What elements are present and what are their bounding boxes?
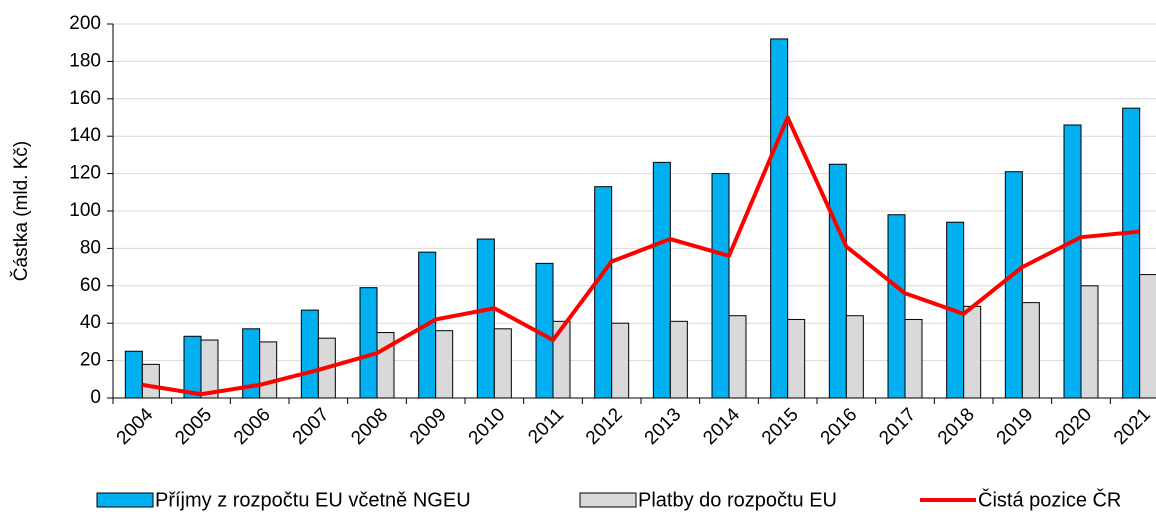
bar xyxy=(435,330,454,399)
bar xyxy=(711,173,730,399)
bar xyxy=(652,161,671,399)
x-tick-label: 2004 xyxy=(113,404,158,449)
legend-swatch xyxy=(96,492,154,508)
legend-label: Čistá pozice ČR xyxy=(978,488,1121,511)
x-tick-label: 2012 xyxy=(582,404,627,449)
bar xyxy=(124,350,143,399)
legend-label: Příjmy z rozpočtu EU včetně NGEU xyxy=(155,489,471,511)
y-tick-label: 0 xyxy=(90,387,101,408)
bar xyxy=(376,332,395,399)
y-axis-label: Částka (mld. Kč) xyxy=(10,141,32,281)
bar xyxy=(200,339,219,399)
x-tick-label: 2007 xyxy=(289,404,334,449)
y-tick-label: 20 xyxy=(80,350,101,371)
bar xyxy=(300,309,319,399)
x-tick-label: 2009 xyxy=(406,404,451,449)
x-tick-label: 2018 xyxy=(934,404,979,449)
bar xyxy=(1139,274,1156,399)
y-tick-label: 180 xyxy=(69,50,101,71)
bar xyxy=(1122,107,1141,399)
bar xyxy=(1080,285,1099,399)
y-tick-label: 80 xyxy=(80,237,101,258)
line xyxy=(142,115,1140,397)
x-tick-label: 2010 xyxy=(465,404,510,449)
bar xyxy=(476,238,495,399)
y-tick-label: 200 xyxy=(69,13,101,34)
bar xyxy=(359,287,378,399)
x-tick-label: 2017 xyxy=(875,404,920,449)
y-tick-label: 60 xyxy=(80,275,101,296)
bar xyxy=(887,214,906,399)
x-tick-label: 2014 xyxy=(699,404,744,449)
x-tick-label: 2008 xyxy=(347,404,392,449)
bar xyxy=(845,315,864,399)
bar xyxy=(828,163,847,399)
y-tick-label: 140 xyxy=(69,125,101,146)
y-tick-label: 120 xyxy=(69,163,101,184)
bar xyxy=(1021,302,1040,399)
x-tick-label: 2015 xyxy=(758,404,803,449)
x-tick-label: 2016 xyxy=(817,404,862,449)
bar xyxy=(728,315,747,399)
y-tick-label: 160 xyxy=(69,88,101,109)
x-tick-label: 2019 xyxy=(993,404,1038,449)
y-tick-label: 100 xyxy=(69,200,101,221)
bar xyxy=(611,322,630,399)
bar xyxy=(552,320,571,399)
bar xyxy=(141,363,160,399)
bar xyxy=(1004,171,1023,399)
bar xyxy=(594,186,613,399)
x-tick-label: 2005 xyxy=(171,404,216,449)
x-tick-label: 2020 xyxy=(1051,404,1096,449)
x-tick-label: 2006 xyxy=(230,404,275,449)
bar xyxy=(183,335,202,399)
legend-label: Platby do rozpočtu EU xyxy=(638,489,837,511)
y-tick-label: 40 xyxy=(80,312,101,333)
x-tick-label: 2013 xyxy=(641,404,686,449)
bar xyxy=(493,328,512,399)
bar xyxy=(787,318,806,399)
bar xyxy=(669,320,688,399)
bar xyxy=(770,38,789,399)
bar xyxy=(259,341,278,399)
x-tick-label: 2021 xyxy=(1110,404,1155,449)
bar xyxy=(963,305,982,399)
bar xyxy=(1063,124,1082,399)
legend-swatch xyxy=(579,492,637,508)
bar xyxy=(904,318,923,399)
x-tick-label: 2011 xyxy=(524,404,568,448)
